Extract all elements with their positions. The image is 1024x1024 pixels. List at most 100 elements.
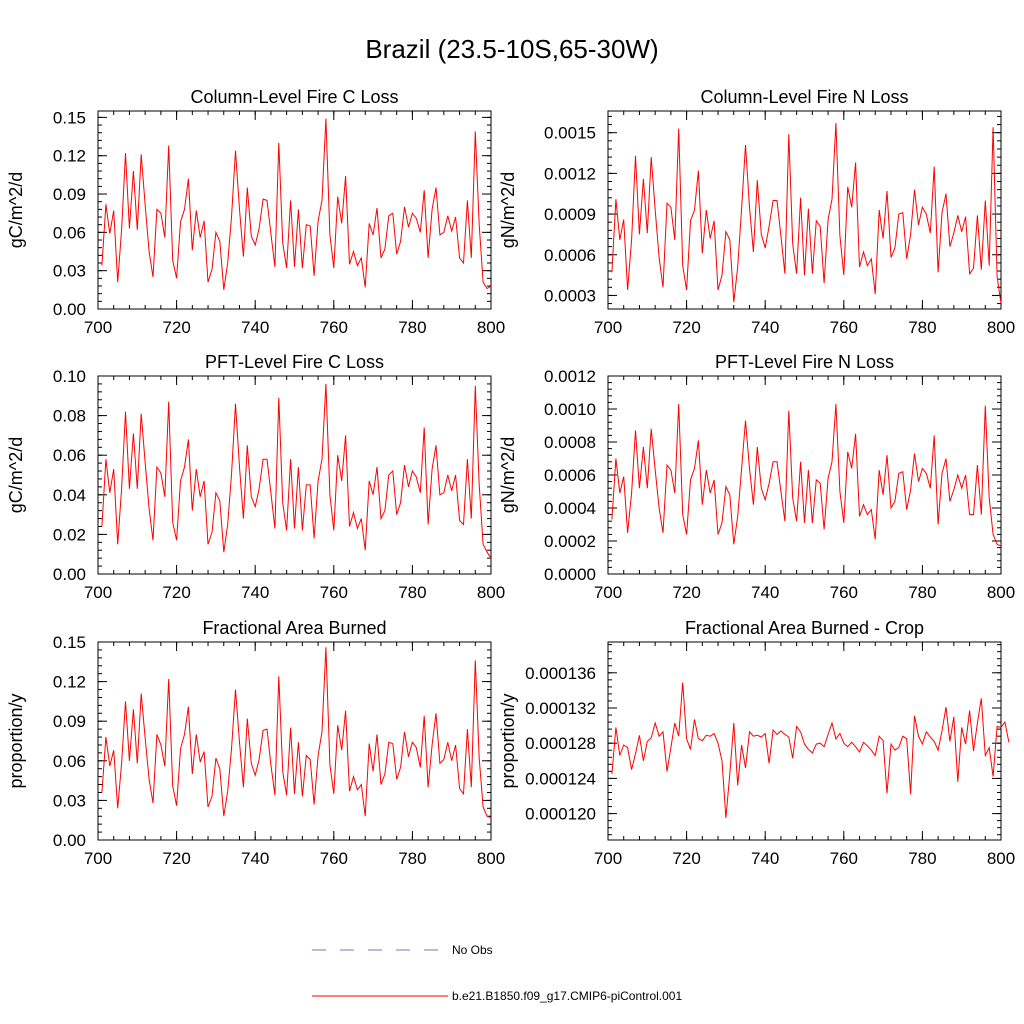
series-line [611,403,1002,547]
x-tick-label: 700 [84,583,112,602]
panel-title: Fractional Area Burned [202,618,386,638]
x-tick-label: 700 [594,318,622,337]
x-tick-label: 720 [162,318,190,337]
x-tick-label: 700 [84,849,112,868]
y-tick-label: 0.0008 [544,433,596,452]
x-tick-label: 700 [594,849,622,868]
x-tick-label: 760 [320,849,348,868]
y-tick-label: 0.0004 [544,499,596,518]
plot-frame [607,641,1002,841]
panel-4: 700 720 740 760 780 800 0.0000 0.0002 0.0004 0.00… [498,352,1015,602]
y-tick-label: 0.06 [53,446,86,465]
x-tick-label: 780 [398,849,426,868]
y-axis-label: gC/m^2/d [6,172,26,248]
y-tick-label: 0.000128 [525,734,596,753]
series-line [101,383,492,559]
y-tick-label: 0.0002 [544,532,596,551]
x-tick-label: 780 [398,318,426,337]
x-tick-label: 740 [241,849,269,868]
x-tick-label: 760 [830,318,858,337]
series-line [101,118,492,290]
panel-3: 700 720 740 760 780 800 0.00 0.02 0.04 0.06 0.08 0.… [6,352,505,602]
plot-frame [97,110,492,310]
plot-frame [97,641,492,841]
x-tick-label: 740 [241,583,269,602]
y-tick-label: 0.000132 [525,699,596,718]
plot-frame [607,110,1002,310]
x-tick-label: 780 [908,318,936,337]
y-tick-label: 0.00 [53,831,86,850]
x-tick-label: 740 [751,583,779,602]
x-tick-label: 800 [987,583,1015,602]
y-tick-label: 0.0015 [544,124,596,143]
y-tick-label: 0.03 [53,791,86,810]
x-tick-label: 740 [751,849,779,868]
panel-title: PFT-Level Fire C Loss [205,352,384,372]
panel-title: Column-Level Fire N Loss [700,87,908,107]
y-tick-label: 0.0012 [544,367,596,386]
y-tick-label: 0.0006 [544,466,596,485]
panel-title: Column-Level Fire C Loss [190,87,398,107]
x-tick-label: 800 [477,318,505,337]
x-tick-label: 720 [162,583,190,602]
y-tick-label: 0.06 [53,752,86,771]
panel-1: 700 720 740 760 780 800 0.00 0.03 0.06 0.09 0.12 0.… [6,87,505,337]
y-tick-label: 0.0012 [544,164,596,183]
y-tick-label: 0.15 [53,108,86,127]
y-axis-label: proportion/y [498,693,518,788]
x-tick-label: 720 [162,849,190,868]
y-tick-label: 0.08 [53,407,86,426]
x-tick-label: 720 [672,583,700,602]
x-tick-label: 780 [398,583,426,602]
x-tick-label: 800 [477,583,505,602]
y-tick-label: 0.12 [53,147,86,166]
x-tick-label: 760 [830,583,858,602]
x-tick-label: 800 [987,849,1015,868]
plot-frame [97,375,492,575]
panel-title: Fractional Area Burned - Crop [685,618,924,638]
y-axis-label: gC/m^2/d [6,437,26,513]
y-tick-label: 0.000124 [525,769,596,788]
y-tick-label: 0.0003 [544,286,596,305]
y-tick-label: 0.00 [53,565,86,584]
series-line [611,123,1002,304]
panel-title: PFT-Level Fire N Loss [715,352,894,372]
y-tick-label: 0.12 [53,673,86,692]
y-tick-label: 0.06 [53,223,86,242]
y-axis-label: gN/m^2/d [498,172,518,248]
y-axis-label: gN/m^2/d [498,437,518,513]
y-tick-label: 0.15 [53,633,86,652]
x-tick-label: 700 [84,318,112,337]
x-tick-label: 800 [987,318,1015,337]
x-tick-label: 780 [908,583,936,602]
y-tick-label: 0.0009 [544,205,596,224]
y-axis-label: proportion/y [6,693,26,788]
y-tick-label: 0.00 [53,300,86,319]
y-tick-label: 0.000120 [525,805,596,824]
panel-6: 700 720 740 760 780 800 0.000120 0.000124 0.0001… [498,618,1015,868]
x-tick-label: 780 [908,849,936,868]
x-tick-label: 800 [477,849,505,868]
y-tick-label: 0.10 [53,367,86,386]
x-tick-label: 760 [320,583,348,602]
series-line [611,682,1010,819]
x-tick-label: 720 [672,318,700,337]
x-tick-label: 760 [320,318,348,337]
y-tick-label: 0.0010 [544,400,596,419]
x-tick-label: 740 [751,318,779,337]
y-tick-label: 0.09 [53,185,86,204]
x-tick-label: 700 [594,583,622,602]
y-tick-label: 0.03 [53,262,86,281]
y-tick-label: 0.0006 [544,246,596,265]
series-line [101,647,492,819]
y-tick-label: 0.02 [53,525,86,544]
x-tick-label: 720 [672,849,700,868]
panel-5: 700 720 740 760 780 800 0.00 0.03 0.06 0.09 0.12 0.… [6,618,505,868]
x-tick-label: 740 [241,318,269,337]
panel-2: 700 720 740 760 780 800 0.0003 0.0006 0.0009 0.00… [498,87,1015,337]
y-tick-label: 0.0000 [544,565,596,584]
x-tick-label: 760 [830,849,858,868]
y-tick-label: 0.000136 [525,664,596,683]
y-tick-label: 0.04 [53,486,86,505]
